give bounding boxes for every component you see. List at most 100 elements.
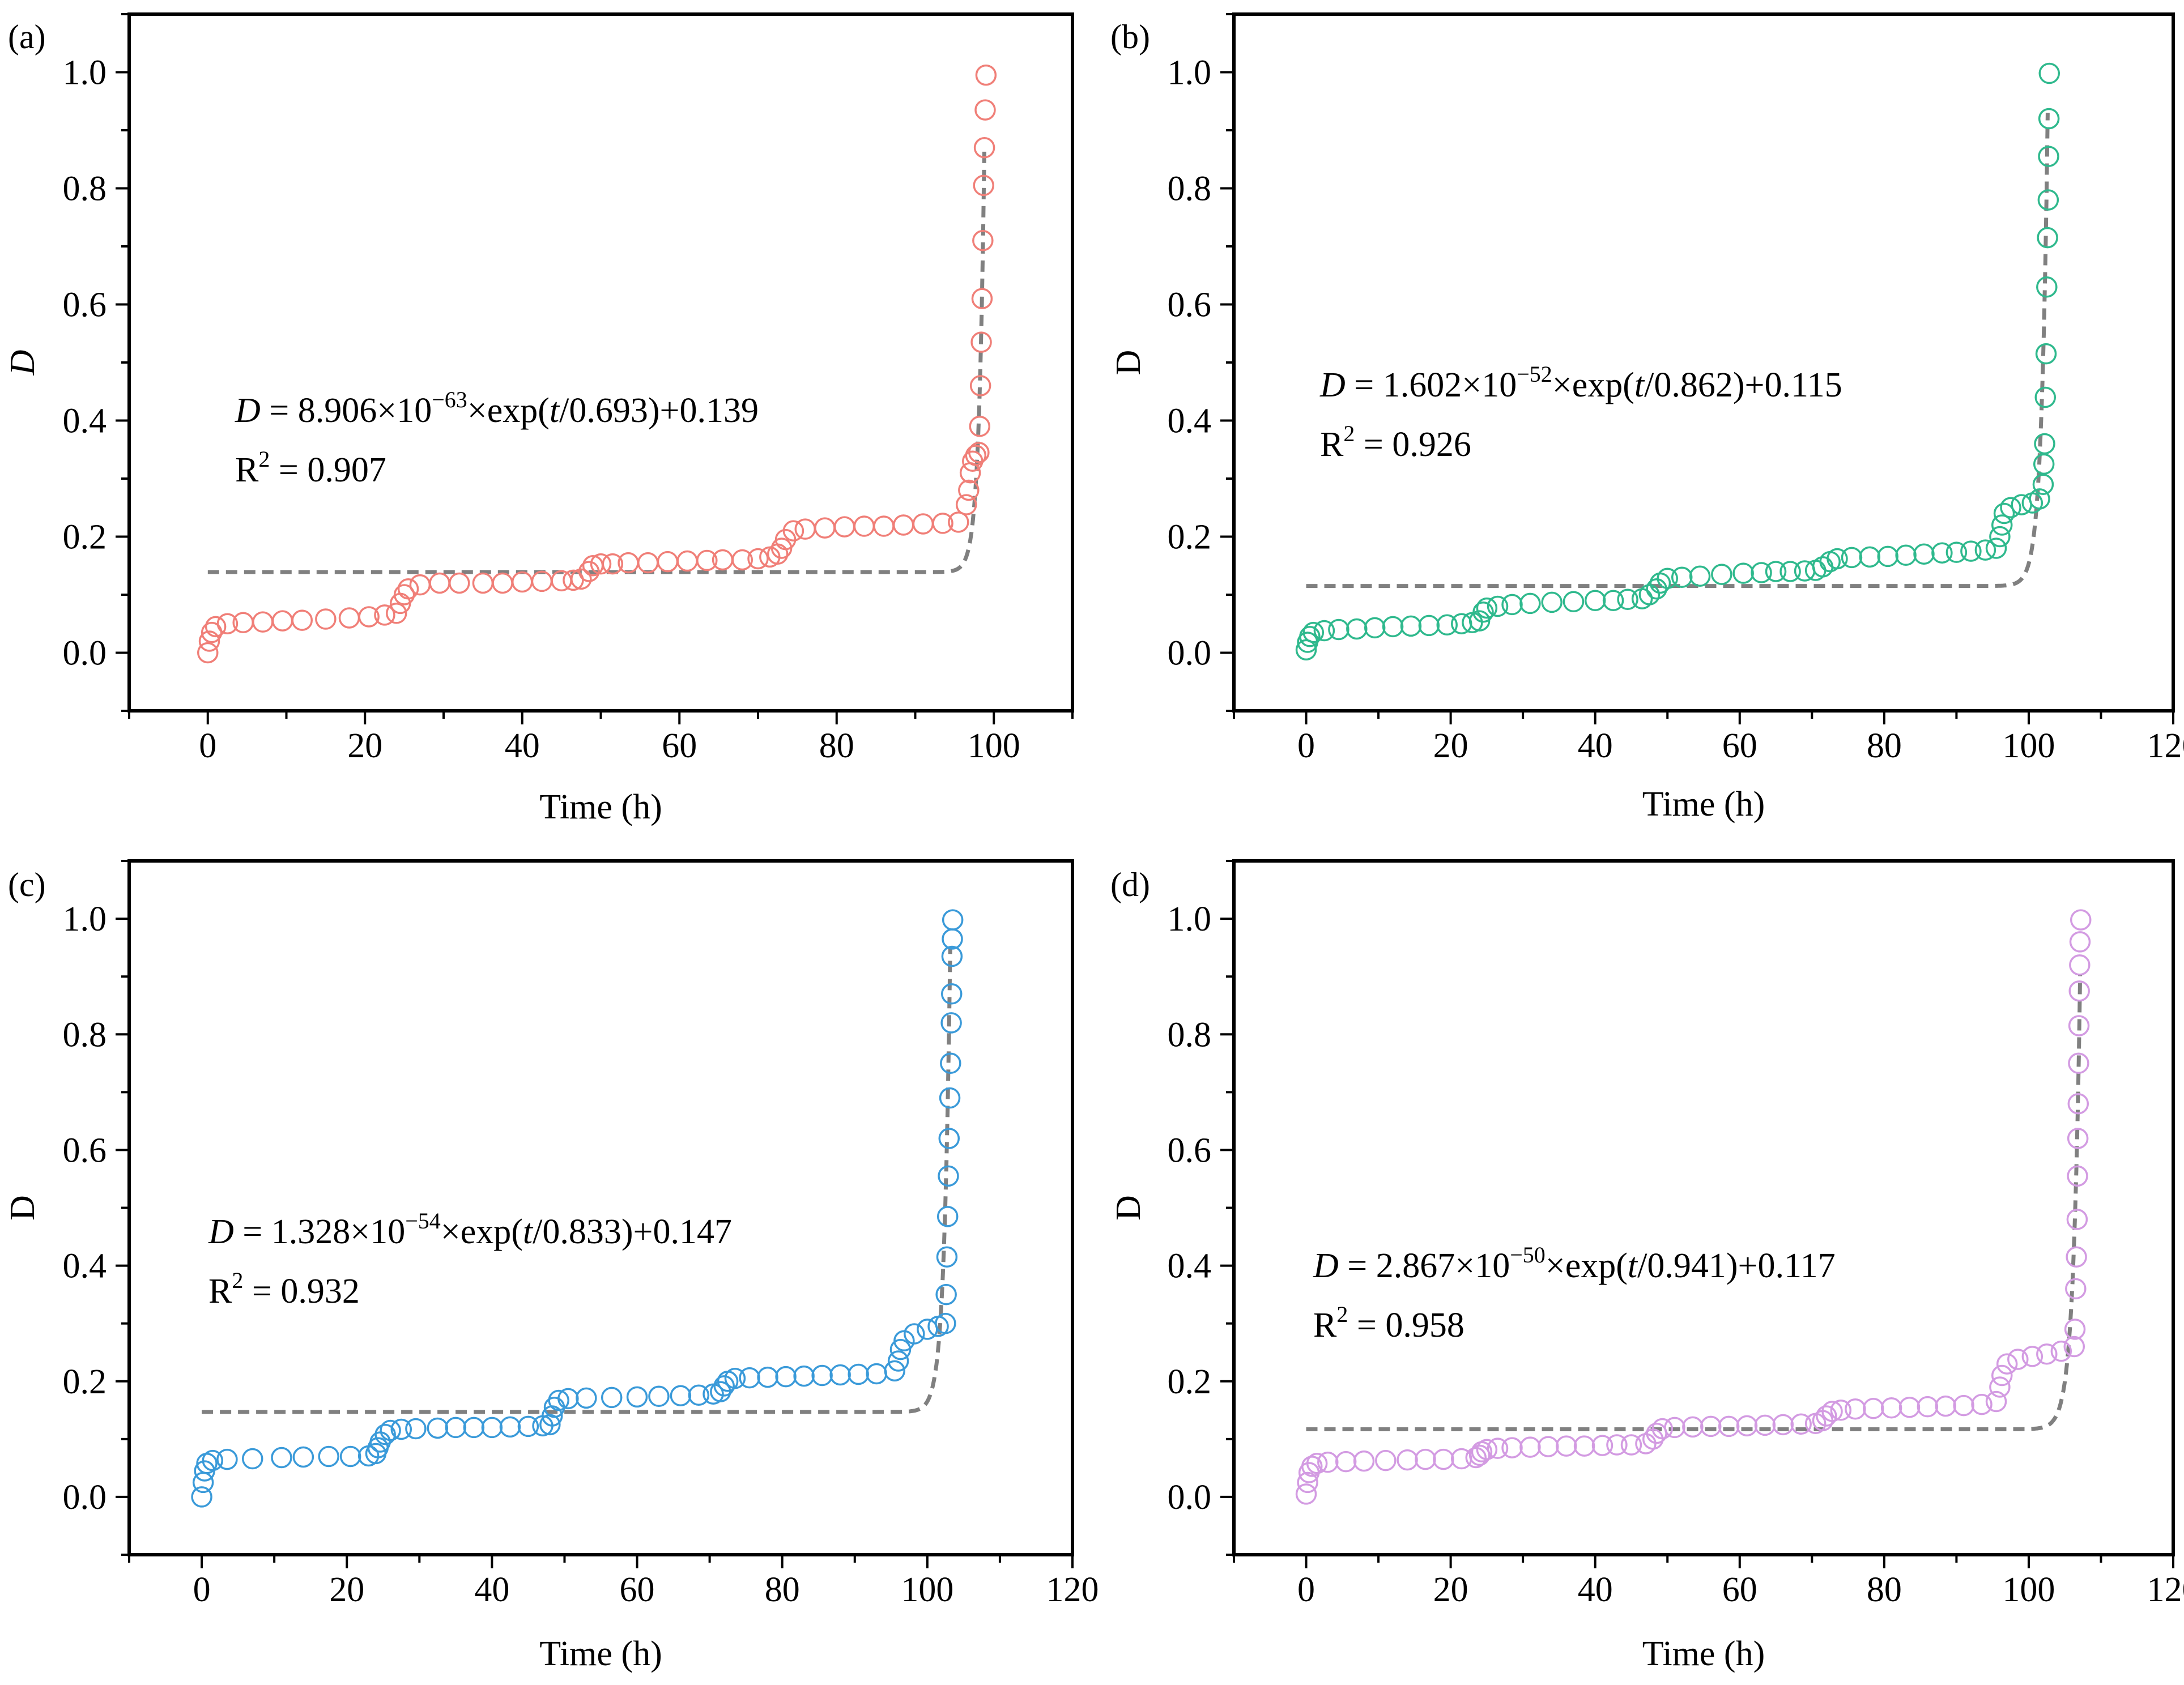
data-point	[1476, 1439, 1498, 1460]
x-tick-label: 120	[2147, 727, 2184, 765]
y-tick-label: 1.0	[63, 900, 107, 939]
x-tick-label: 20	[347, 727, 382, 765]
data-point	[892, 514, 914, 536]
data-point	[1917, 1396, 1939, 1418]
data-point	[955, 494, 977, 515]
data-point	[1487, 1437, 1509, 1459]
axis-ticks	[1220, 860, 2174, 1568]
data-point	[202, 1449, 224, 1471]
panel-label: (d)	[1110, 866, 1150, 903]
y-tick-label: 0.2	[63, 518, 107, 557]
data-point	[1830, 1400, 1852, 1421]
data-point	[405, 1418, 427, 1440]
x-tick-label: 40	[1578, 727, 1613, 765]
data-point	[2037, 189, 2059, 211]
data-series	[1295, 62, 2060, 661]
data-point	[1501, 1437, 1523, 1458]
eq-lhs: D	[208, 1213, 234, 1251]
data-point	[492, 572, 513, 594]
data-point	[1606, 1434, 1628, 1456]
data-point	[1989, 1376, 2011, 1398]
x-axis-title: Time (h)	[539, 788, 662, 826]
panel-b: (b) 0 20 40 60 80 100 120 0.0 0.2 0.4 0.6 0.8 1.0 Time…	[1109, 12, 2184, 824]
data-point	[775, 1366, 797, 1388]
data-point	[2050, 1340, 2072, 1362]
data-point	[2000, 497, 2021, 518]
data-point	[1751, 562, 1772, 583]
eq-tail: ×exp(	[441, 1213, 523, 1251]
fit-curve	[207, 145, 987, 574]
x-axis-title: Time (h)	[1642, 1635, 1765, 1673]
data-point	[2037, 227, 2058, 249]
data-point	[1877, 545, 1898, 568]
y-tick-label: 0.4	[63, 402, 107, 441]
data-point	[1584, 590, 1606, 611]
data-point	[1991, 514, 2013, 536]
data-point	[1993, 502, 2015, 524]
fit-curve	[202, 948, 952, 1414]
data-point	[390, 1418, 412, 1440]
x-tick-label: 100	[968, 727, 1020, 765]
y-tick-label: 0.2	[63, 1363, 107, 1401]
eq-params: /0.693)+0.139	[559, 391, 759, 430]
data-point	[1555, 1435, 1577, 1457]
data-point	[2067, 1093, 2089, 1115]
r2-value: = 0.958	[1348, 1306, 1464, 1345]
data-point	[2068, 1015, 2090, 1036]
x-tick-label: 0	[193, 1571, 211, 1609]
data-point	[358, 606, 380, 628]
y-tick-label: 0.6	[1168, 286, 1212, 325]
fit-curve	[1306, 974, 2083, 1431]
data-point	[252, 611, 274, 633]
r2-sup: 2	[232, 1268, 243, 1293]
data-point	[291, 609, 313, 631]
data-series	[1295, 909, 2092, 1505]
r2-r: R	[208, 1272, 232, 1311]
y-tick-label: 0.4	[63, 1247, 107, 1286]
data-point	[2029, 488, 2050, 510]
y-tick-label: 0.6	[63, 1131, 107, 1170]
y-tick-label: 0.4	[1168, 402, 1212, 441]
x-axis-title: Time (h)	[1642, 785, 1765, 824]
data-point	[571, 568, 592, 590]
data-point	[904, 1323, 925, 1345]
data-point	[1335, 1451, 1357, 1473]
data-point	[970, 331, 992, 353]
eq-t: t	[1634, 366, 1645, 404]
data-point	[315, 608, 337, 630]
eq-tail: ×exp(	[467, 391, 550, 430]
data-point	[948, 511, 969, 533]
panel-label: (a)	[8, 18, 46, 56]
data-point	[1821, 1401, 1843, 1422]
data-point	[731, 549, 753, 571]
plot-frame	[127, 12, 1074, 713]
eq-params: /0.862)+0.115	[1644, 366, 1842, 404]
data-point	[1635, 1433, 1657, 1454]
data-point	[481, 1417, 503, 1439]
data-point	[938, 1165, 959, 1187]
data-point	[2034, 433, 2055, 455]
data-point	[739, 1367, 760, 1389]
eq-tail: ×exp(	[1552, 366, 1634, 404]
data-point	[2038, 62, 2060, 84]
data-point	[887, 1350, 909, 1372]
data-point	[463, 1417, 485, 1439]
y-tick-label: 0.4	[1168, 1247, 1212, 1286]
y-tick-label: 1.0	[1168, 900, 1212, 939]
eq-lhs: D	[235, 391, 261, 430]
x-tick-label: 120	[1046, 1571, 1099, 1609]
data-point	[601, 1387, 623, 1409]
x-tick-label: 80	[765, 1571, 800, 1609]
eq-tail: ×exp(	[1546, 1247, 1628, 1285]
data-point	[1790, 1413, 1812, 1435]
data-point	[517, 1415, 539, 1437]
data-point	[940, 1012, 962, 1034]
plot-frame	[1232, 859, 2175, 1556]
data-point	[1476, 597, 1498, 619]
eq-params: /0.833)+0.147	[533, 1213, 732, 1251]
data-point	[968, 442, 990, 463]
data-point	[602, 553, 624, 575]
data-point	[941, 983, 963, 1005]
data-point	[1468, 1444, 1491, 1466]
data-point	[1317, 1451, 1339, 1473]
